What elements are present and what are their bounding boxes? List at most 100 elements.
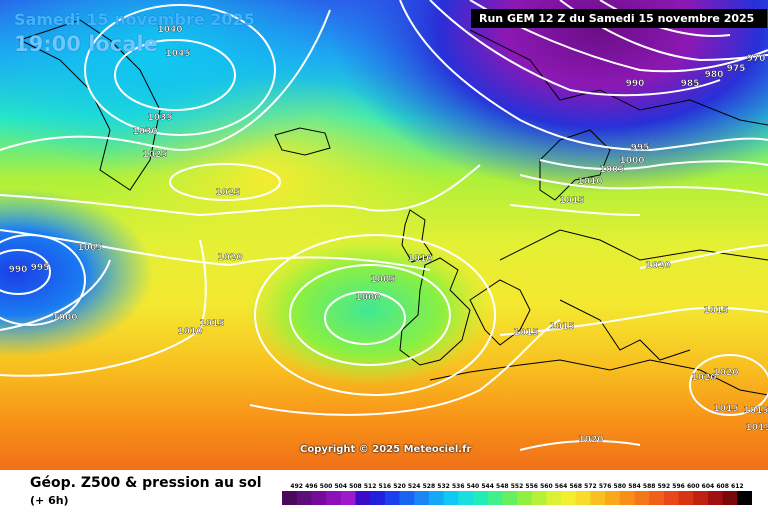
color-scale-swatch	[707, 491, 724, 505]
isobar-label: 1020	[645, 261, 670, 271]
color-scale-tick: 516	[379, 483, 392, 490]
isobar-label: 975	[727, 64, 746, 74]
color-scale-swatch	[355, 491, 371, 505]
isobar-label: 1045	[165, 49, 190, 59]
color-scale-tick: 536	[452, 483, 465, 490]
color-scale-swatch	[531, 491, 547, 505]
color-scale-swatch	[340, 491, 356, 505]
color-scale: 492 496 500 504 508 512 516 520 524 528 532 536 540 5…	[282, 483, 752, 505]
color-scale-swatch	[296, 491, 312, 505]
isobar-label: 1020	[691, 373, 716, 383]
isobar-label: 1000	[52, 313, 77, 323]
legend-subtitle: (+ 6h)	[30, 494, 69, 507]
color-scale-tick: 496	[305, 483, 318, 490]
color-scale-swatch	[472, 491, 489, 505]
color-scale-swatch	[649, 491, 665, 505]
color-scale-swatch	[575, 491, 591, 505]
color-scale-tick: 528	[423, 483, 436, 490]
isobar-label: 1015	[745, 423, 768, 433]
isobar-label: 1020	[713, 368, 738, 378]
color-scale-tick: 548	[496, 483, 509, 490]
isobar-label: 995	[631, 143, 650, 153]
color-scale-tick: 520	[393, 483, 406, 490]
isobar-label: 1010	[577, 177, 602, 187]
color-scale-tick: 524	[408, 483, 421, 490]
isobar-label: 1010	[177, 327, 202, 337]
isobar-label: 1010	[407, 254, 432, 264]
color-scale-tick: 580	[614, 483, 627, 490]
isobar-label: 1025	[142, 150, 167, 160]
isobar-label: 1020	[578, 435, 603, 445]
color-scale-swatch	[414, 491, 430, 505]
color-scale-swatch	[282, 491, 298, 505]
color-scale-swatch	[619, 491, 635, 505]
color-scale-swatch	[737, 491, 752, 505]
color-scale-swatch	[546, 491, 562, 505]
isobar-label: 1015	[559, 196, 584, 206]
color-scale-tick: 512	[364, 483, 377, 490]
color-scale-tick: 576	[599, 483, 612, 490]
color-scale-tick: 552	[511, 483, 524, 490]
color-scale-tick: 592	[658, 483, 671, 490]
color-scale-swatch	[399, 491, 415, 505]
isobar-label: 1005	[370, 275, 395, 285]
isobar-label: 985	[681, 79, 700, 89]
color-scale-tick: 604	[702, 483, 715, 490]
isobar-label: 970	[747, 54, 766, 64]
isobar-label: 1015	[713, 404, 738, 414]
color-scale-tick: 540	[467, 483, 480, 490]
color-scale-tick: 504	[334, 483, 347, 490]
isobar-label: 1040	[157, 25, 182, 35]
color-scale-tick: 508	[349, 483, 362, 490]
isobar-label: 1005	[77, 243, 102, 253]
color-scale-swatch	[663, 491, 680, 505]
isobar-label: 1015	[703, 306, 728, 316]
color-scale-tick: 588	[643, 483, 656, 490]
isobar-label: 1015	[743, 406, 768, 416]
color-scale-swatch	[502, 491, 518, 505]
color-scale-tick: 600	[687, 483, 700, 490]
isobar-label: 1005	[599, 165, 624, 175]
color-scale-swatch	[487, 491, 503, 505]
color-scale-tick: 608	[716, 483, 729, 490]
color-scale-tick: 560	[540, 483, 553, 490]
isobar-label: 990	[9, 265, 28, 275]
isobar-label: 1030	[132, 127, 157, 137]
isobar-label: 1035	[147, 113, 172, 123]
isobar-label: 980	[705, 70, 724, 80]
isobar-label: 1015	[513, 328, 538, 338]
forecast-date: Samedi 15 novembre 2025	[14, 10, 255, 29]
color-scale-tick: 556	[525, 483, 538, 490]
isobar-label: 995	[31, 263, 50, 273]
color-scale-swatch	[443, 491, 459, 505]
color-scale-tick: 500	[320, 483, 333, 490]
color-scale-tick: 532	[437, 483, 450, 490]
isobar-label: 1025	[215, 188, 240, 198]
color-scale-swatch	[634, 491, 650, 505]
isobar-label: 1015	[199, 319, 224, 329]
color-scale-swatch	[590, 491, 606, 505]
color-scale-tick: 544	[481, 483, 494, 490]
color-scale-swatch	[370, 491, 386, 505]
model-run-label: Run GEM 12 Z du Samedi 15 novembre 2025	[471, 9, 767, 28]
color-scale-swatch	[693, 491, 709, 505]
isobar-label: 1015	[549, 322, 574, 332]
isobar-label: 990	[626, 79, 645, 89]
color-scale-swatch	[311, 491, 327, 505]
coastlines	[18, 19, 768, 396]
color-scale-swatch	[428, 491, 445, 505]
color-scale-tick: 612	[731, 483, 744, 490]
color-scale-swatch	[561, 491, 577, 505]
legend-title: Géop. Z500 & pression au sol	[30, 475, 262, 491]
color-scale-tick: 596	[672, 483, 685, 490]
copyright-text: Copyright © 2025 Meteociel.fr	[300, 444, 472, 455]
color-scale-swatch	[384, 491, 400, 505]
color-scale-tick: 492	[290, 483, 303, 490]
color-scale-tick: 568	[569, 483, 582, 490]
color-scale-swatch	[517, 491, 533, 505]
color-scale-swatch	[458, 491, 474, 505]
isobar-lines	[0, 0, 768, 450]
